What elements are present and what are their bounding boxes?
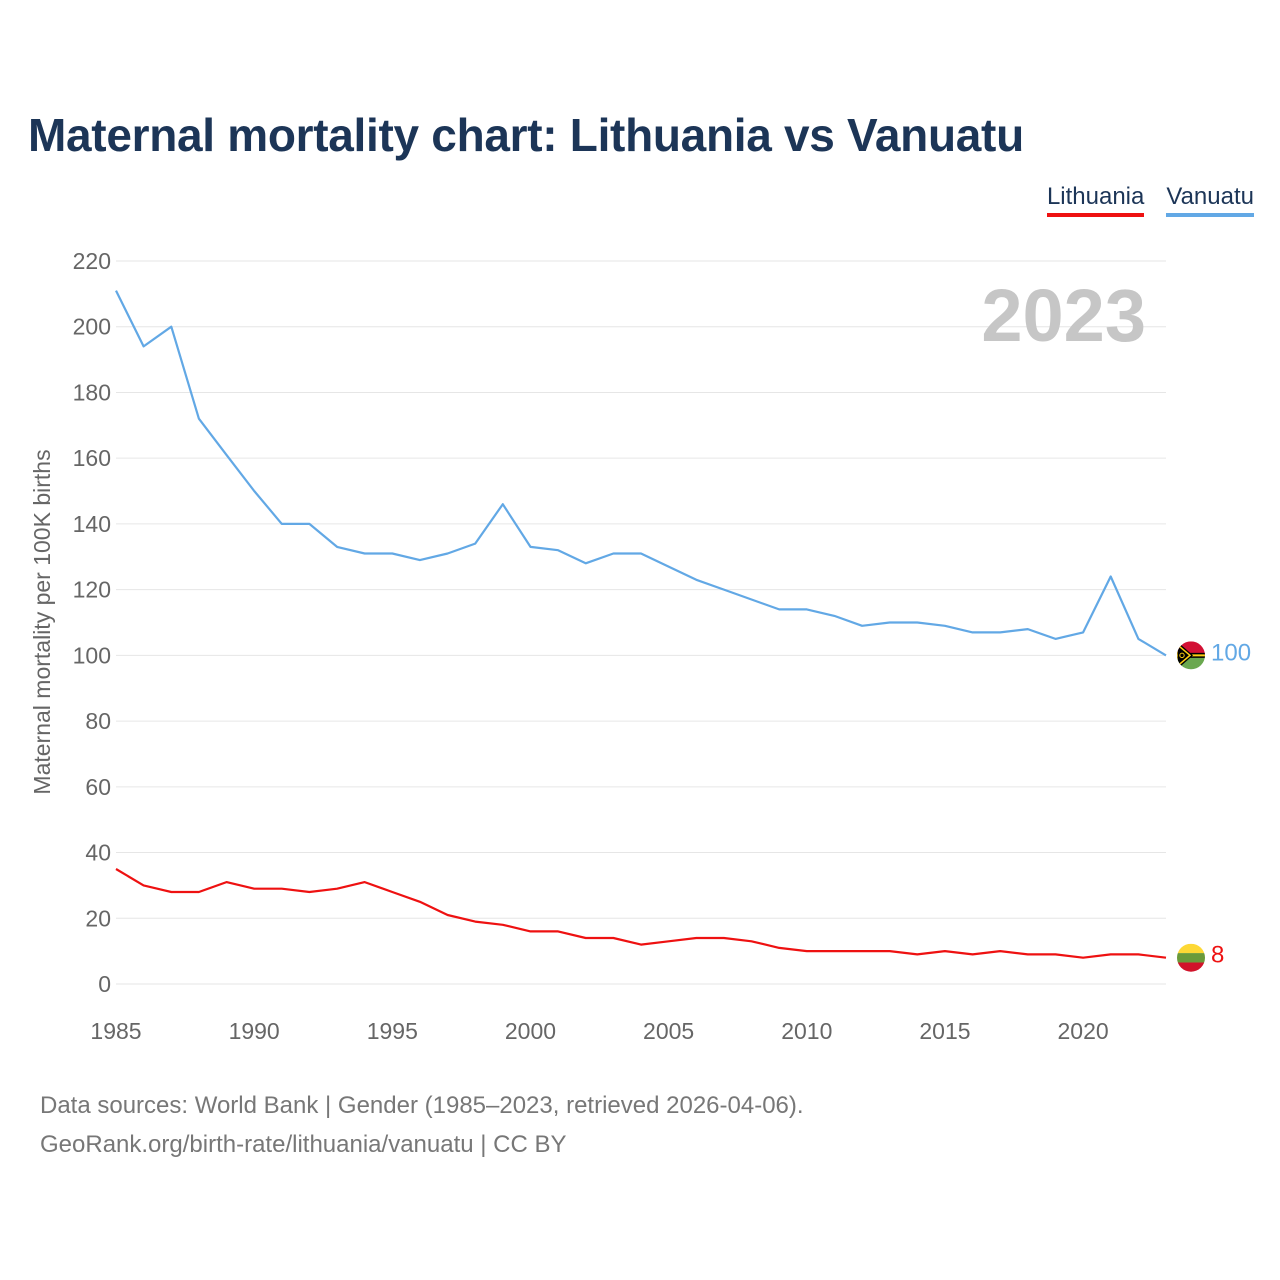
y-tick-label: 100 <box>73 642 111 668</box>
y-tick-label: 160 <box>73 445 111 471</box>
end-value-label-vanuatu: 100 <box>1211 639 1251 666</box>
x-tick-label: 1990 <box>229 1018 280 1044</box>
y-tick-label: 40 <box>85 840 111 866</box>
legend-item-lithuania[interactable]: Lithuania <box>1046 183 1145 217</box>
y-tick-label: 80 <box>85 708 111 734</box>
grid-lines <box>116 260 1166 985</box>
y-tick-label: 60 <box>85 774 111 800</box>
x-tick-label: 1995 <box>367 1018 418 1044</box>
legend-item-vanuatu[interactable]: Vanuatu <box>1166 183 1254 217</box>
y-tick-label: 200 <box>73 314 111 340</box>
legend: Lithuania Vanuatu <box>1046 183 1254 217</box>
footer: Data sources: World Bank | Gender (1985–… <box>40 1086 804 1164</box>
series-line-lithuania <box>115 868 1167 959</box>
chart-title: Maternal mortality chart: Lithuania vs V… <box>28 109 1024 161</box>
y-axis-ticks: 0 20 40 60 80 100 120 140 160 180 200 220 <box>73 248 111 997</box>
y-tick-label: 120 <box>73 577 111 603</box>
x-axis-ticks: 1985 1990 1995 2000 2005 2010 2015 2020 <box>90 1018 1108 1044</box>
y-tick-label: 20 <box>85 905 111 931</box>
series-line-vanuatu <box>115 290 1167 657</box>
y-tick-label: 180 <box>73 379 111 405</box>
year-watermark: 2023 <box>981 274 1146 357</box>
y-tick-label: 0 <box>98 971 111 997</box>
x-tick-label: 2005 <box>643 1018 694 1044</box>
y-axis-label: Maternal mortality per 100K births <box>29 449 55 794</box>
y-tick-label: 140 <box>73 511 111 537</box>
x-tick-label: 2020 <box>1058 1018 1109 1044</box>
data-sources-note: Data sources: World Bank | Gender (1985–… <box>40 1092 804 1119</box>
x-tick-label: 2000 <box>505 1018 556 1044</box>
end-value-label-lithuania: 8 <box>1211 942 1224 969</box>
series-lines <box>115 290 1167 959</box>
lithuania-flag-icon <box>1177 943 1205 972</box>
credit-line: GeoRank.org/birth-rate/lithuania/vanuatu… <box>40 1131 567 1158</box>
vanuatu-flag-icon <box>1177 641 1205 670</box>
x-tick-label: 2015 <box>919 1018 970 1044</box>
y-tick-label: 220 <box>73 248 111 274</box>
x-tick-label: 1985 <box>90 1018 141 1044</box>
x-tick-label: 2010 <box>781 1018 832 1044</box>
